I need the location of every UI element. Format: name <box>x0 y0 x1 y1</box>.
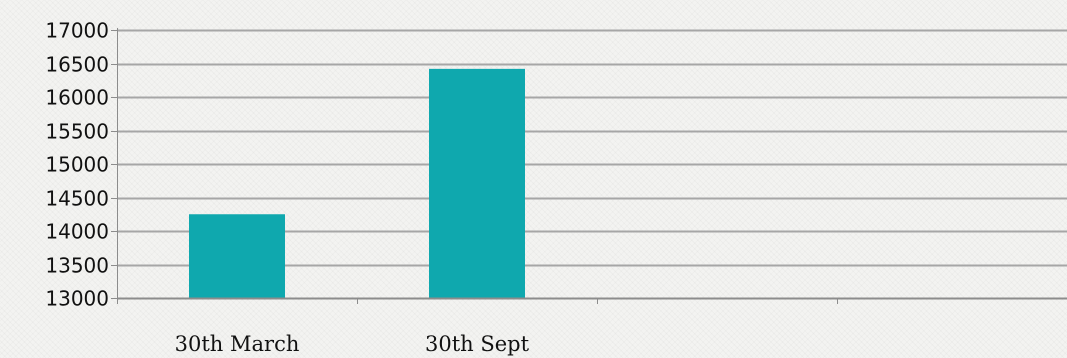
y-tick-label: 13000 <box>45 287 109 311</box>
y-tick-label: 17000 <box>45 19 109 43</box>
y-tick-label: 14500 <box>45 187 109 211</box>
bar <box>429 68 525 298</box>
y-tick-label: 14000 <box>45 220 109 244</box>
bars <box>189 68 525 298</box>
x-category-labels: 30th March 30th Sept <box>175 332 530 356</box>
x-category-label: 30th Sept <box>425 332 530 356</box>
x-category-label: 30th March <box>175 332 300 356</box>
axes <box>111 28 1067 304</box>
y-tick-label: 15000 <box>45 153 109 177</box>
y-tick-label: 13500 <box>45 254 109 278</box>
y-tick-label: 16000 <box>45 86 109 110</box>
y-tick-labels: 13000 13500 14000 14500 15000 15500 16000 16500… <box>45 19 109 311</box>
y-tick-label: 16500 <box>45 53 109 77</box>
y-tick-label: 15500 <box>45 120 109 144</box>
bar <box>189 214 285 298</box>
